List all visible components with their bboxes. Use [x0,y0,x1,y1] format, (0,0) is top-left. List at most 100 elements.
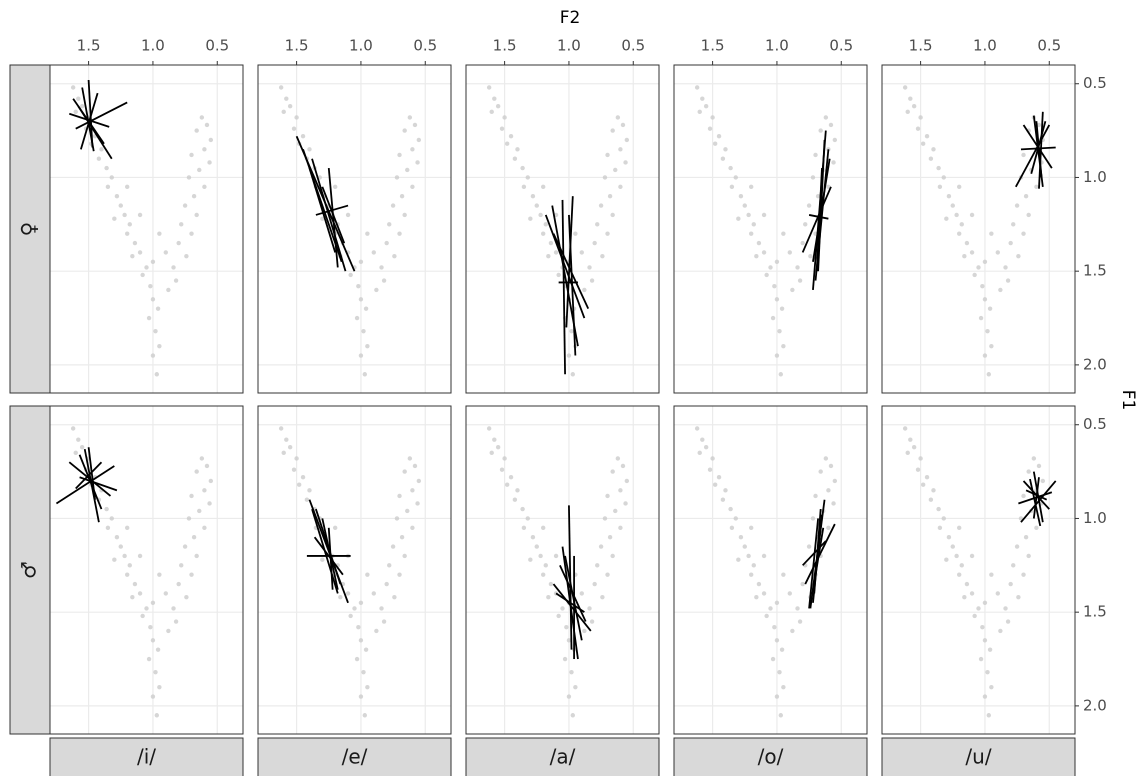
background-point [127,563,132,568]
background-point [365,231,370,236]
background-point [959,563,964,568]
background-point [756,240,762,246]
panel-background [882,406,1075,734]
background-point [397,152,402,158]
background-point [543,222,548,227]
background-point [112,216,117,221]
background-point [915,126,921,131]
background-point [394,516,400,521]
trajectory-segment [565,196,574,328]
background-point [772,624,777,630]
background-point [189,231,194,236]
column-strip [49,737,244,776]
x-tick-label: 1.0 [973,37,997,55]
background-point [707,467,713,472]
background-point [402,212,407,218]
background-point [520,165,525,171]
x-tick-label: 0.5 [829,37,853,55]
background-point [150,600,156,605]
background-point [733,175,738,180]
background-point [410,525,415,531]
background-point [803,222,808,227]
background-point [499,467,505,472]
background-point [338,594,343,600]
background-point [1014,544,1020,549]
background-point [191,535,197,540]
background-point [569,328,574,334]
background-point [781,572,786,577]
background-point [818,469,823,474]
background-point [189,493,194,499]
background-point [363,647,369,652]
background-point [137,591,143,596]
background-point [202,184,207,190]
y-tick-label: 2.0 [1083,696,1107,714]
background-point [150,694,156,699]
background-point [144,265,149,270]
background-point [610,469,615,474]
background-point [610,553,615,559]
trajectory-segment [552,233,590,310]
background-point [1026,469,1031,474]
background-point [137,212,143,218]
background-point [592,240,597,246]
background-point [754,253,759,259]
background-point [976,606,981,611]
background-point [371,591,376,596]
background-point [189,152,194,158]
background-point [155,647,161,652]
background-point [538,553,543,559]
background-point [112,557,117,562]
background-point [774,694,780,699]
background-point [733,516,738,521]
panel-border [49,64,244,394]
background-point [150,353,156,358]
background-point [415,501,420,506]
background-point [348,272,353,278]
background-point [1031,456,1037,461]
background-point [362,372,367,377]
background-point [944,216,949,221]
background-point [132,581,138,587]
background-point [415,160,420,165]
background-point [562,656,568,662]
background-point [697,450,702,456]
background-point [291,126,297,131]
background-point [828,463,834,469]
background-point [486,85,492,90]
background-point [620,122,626,128]
background-point [105,525,111,531]
background-point [397,493,402,499]
background-point [928,497,934,502]
background-point [795,265,800,270]
background-point [154,372,159,377]
background-point [924,134,930,139]
background-point [972,272,977,278]
y-tick-label: 1.0 [1083,509,1107,527]
background-point [998,287,1003,293]
background-point [352,606,357,611]
background-point [815,194,821,199]
background-point [105,184,111,190]
trajectory-segment [1038,111,1044,189]
background-point [333,184,338,190]
y-axis-title: F1 [1118,390,1138,411]
background-point [592,581,597,587]
background-point [823,456,829,461]
column-strip [673,737,868,776]
background-point [1023,535,1029,540]
background-point [605,152,610,158]
background-point [543,563,548,568]
background-point [700,96,705,101]
background-point [587,606,592,611]
background-point [957,231,962,236]
background-point [969,591,975,596]
background-point [795,606,800,611]
background-point [618,147,623,152]
background-point [1005,278,1011,283]
background-point [125,525,130,531]
background-point [287,104,293,109]
background-point [202,147,207,152]
background-point [333,525,338,531]
background-point [823,115,829,120]
